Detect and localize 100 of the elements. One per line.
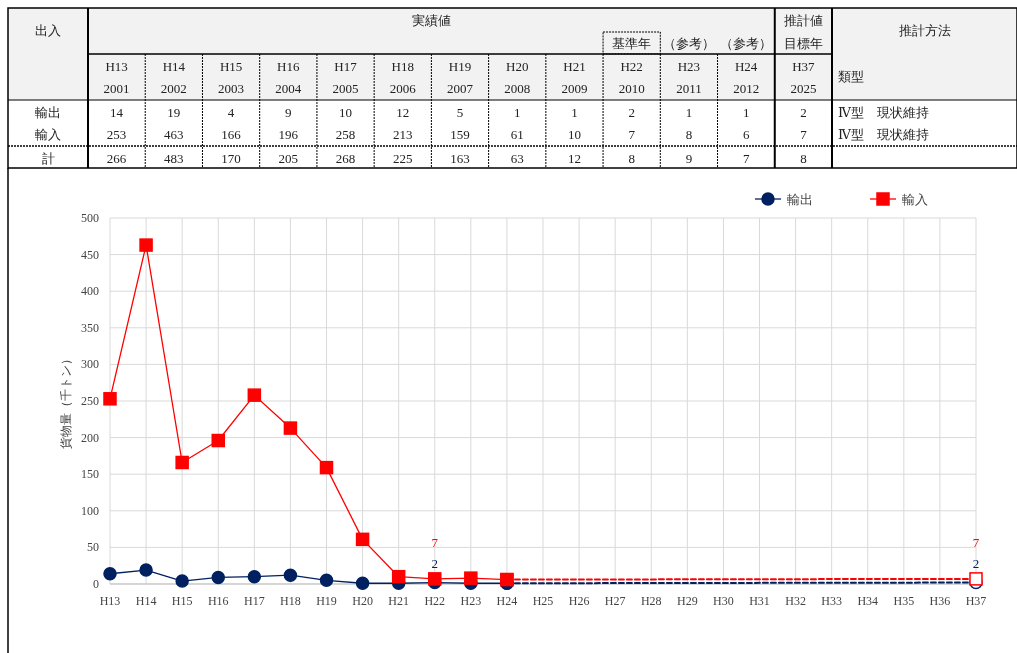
x-tick-label: H31	[749, 594, 770, 608]
text: 1	[685, 105, 693, 120]
text: 196	[278, 127, 299, 142]
text: 2	[628, 105, 635, 120]
y-axis-title: 貨物量（千トン）	[59, 353, 73, 449]
y-tick-label: 400	[81, 284, 99, 299]
text: 2004	[275, 81, 302, 96]
y-tick-label: 450	[81, 247, 99, 262]
text: 2011	[676, 81, 702, 96]
text: （参考）	[720, 36, 773, 51]
text: 253	[106, 127, 127, 142]
text: 計	[41, 151, 55, 166]
x-tick-label: H34	[857, 594, 879, 608]
category-label: H13	[105, 59, 128, 74]
text: Ⅳ型 現状維持	[838, 127, 929, 142]
x-tick-label: H36	[929, 594, 951, 608]
text: 12	[567, 151, 581, 166]
text: 1	[513, 105, 521, 120]
text: 8	[685, 127, 693, 142]
text: 213	[393, 127, 413, 142]
legend-label: 輸入	[902, 192, 928, 207]
y-tick-label: 200	[81, 430, 99, 445]
text: 出入	[35, 23, 61, 38]
text: 205	[278, 151, 299, 166]
text: 166	[221, 127, 242, 142]
text: 推計値	[783, 13, 823, 28]
text: 2012	[733, 81, 760, 96]
x-tick-label: H14	[135, 594, 157, 608]
x-tick-label: H27	[604, 594, 626, 608]
text: 2001	[103, 81, 130, 96]
x-tick-label: H35	[893, 594, 915, 608]
x-tick-label: H16	[207, 594, 229, 608]
category-label: H17	[334, 59, 357, 74]
category-label: H20	[506, 59, 529, 74]
text: 2006	[389, 81, 417, 96]
x-tick-label: H24	[496, 594, 518, 608]
text: 170	[221, 151, 241, 166]
text: 目標年	[783, 36, 823, 51]
text: 63	[510, 151, 524, 166]
x-tick-label: H28	[640, 594, 662, 608]
text: （参考）	[662, 36, 715, 51]
y-tick-label: 50	[87, 540, 99, 555]
text: 8	[800, 151, 807, 166]
text: 7	[742, 151, 750, 166]
text: 4	[227, 105, 235, 120]
category-label: H16	[277, 59, 300, 74]
x-tick-label: H37	[965, 594, 987, 608]
text: 7	[628, 127, 636, 142]
text: 2025	[790, 81, 817, 96]
text: 輸入	[35, 127, 61, 142]
data-label: 2	[972, 555, 980, 571]
x-tick-label: H22	[424, 594, 446, 608]
x-tick-label: H21	[388, 594, 409, 608]
x-tick-label: H25	[532, 594, 554, 608]
text: 483	[164, 151, 184, 166]
text: 7	[800, 127, 807, 142]
text: 2010	[618, 81, 645, 96]
text: 2	[800, 105, 807, 120]
category-label: H23	[677, 59, 701, 74]
y-tick-label: 0	[93, 577, 99, 591]
text: 19	[167, 105, 181, 120]
text: 2002	[160, 81, 187, 96]
text: 12	[396, 105, 410, 120]
text: 実績値	[411, 13, 451, 28]
text: 基準年	[612, 36, 652, 51]
text: 463	[164, 127, 184, 142]
text: 268	[335, 151, 356, 166]
x-tick-label: H23	[460, 594, 482, 608]
data-label: 7	[431, 534, 439, 550]
text: 8	[628, 151, 635, 166]
y-tick-label: 350	[81, 320, 99, 335]
text: 1	[571, 105, 578, 120]
text: 10	[567, 127, 581, 142]
x-tick-label: H29	[677, 594, 698, 608]
text: 輸出	[35, 105, 61, 120]
category-label: H21	[563, 59, 586, 74]
y-tick-label: 100	[81, 503, 99, 518]
text: 推計方法	[898, 23, 951, 38]
text: 1	[742, 105, 750, 120]
text: 14	[110, 105, 124, 120]
text: 266	[106, 151, 127, 166]
category-label: H15	[219, 59, 243, 74]
x-tick-label: H26	[568, 594, 590, 608]
text: 10	[339, 105, 353, 120]
data-label: 2	[431, 555, 438, 571]
text: 9	[685, 151, 693, 166]
x-tick-label: H20	[352, 594, 373, 608]
legend-label: 輸出	[787, 192, 813, 207]
text: 258	[335, 127, 356, 142]
category-label: H14	[162, 59, 186, 74]
category-label: H22	[620, 59, 643, 74]
text: 2005	[332, 81, 359, 96]
category-label: H37	[792, 59, 815, 74]
y-tick-label: 150	[81, 467, 99, 482]
text: 類型	[838, 69, 864, 84]
text: Ⅳ型 現状維持	[838, 105, 929, 120]
text: 5	[456, 105, 464, 120]
y-tick-label: 250	[81, 394, 99, 408]
text: 163	[450, 151, 470, 166]
x-tick-label: H33	[821, 594, 842, 608]
